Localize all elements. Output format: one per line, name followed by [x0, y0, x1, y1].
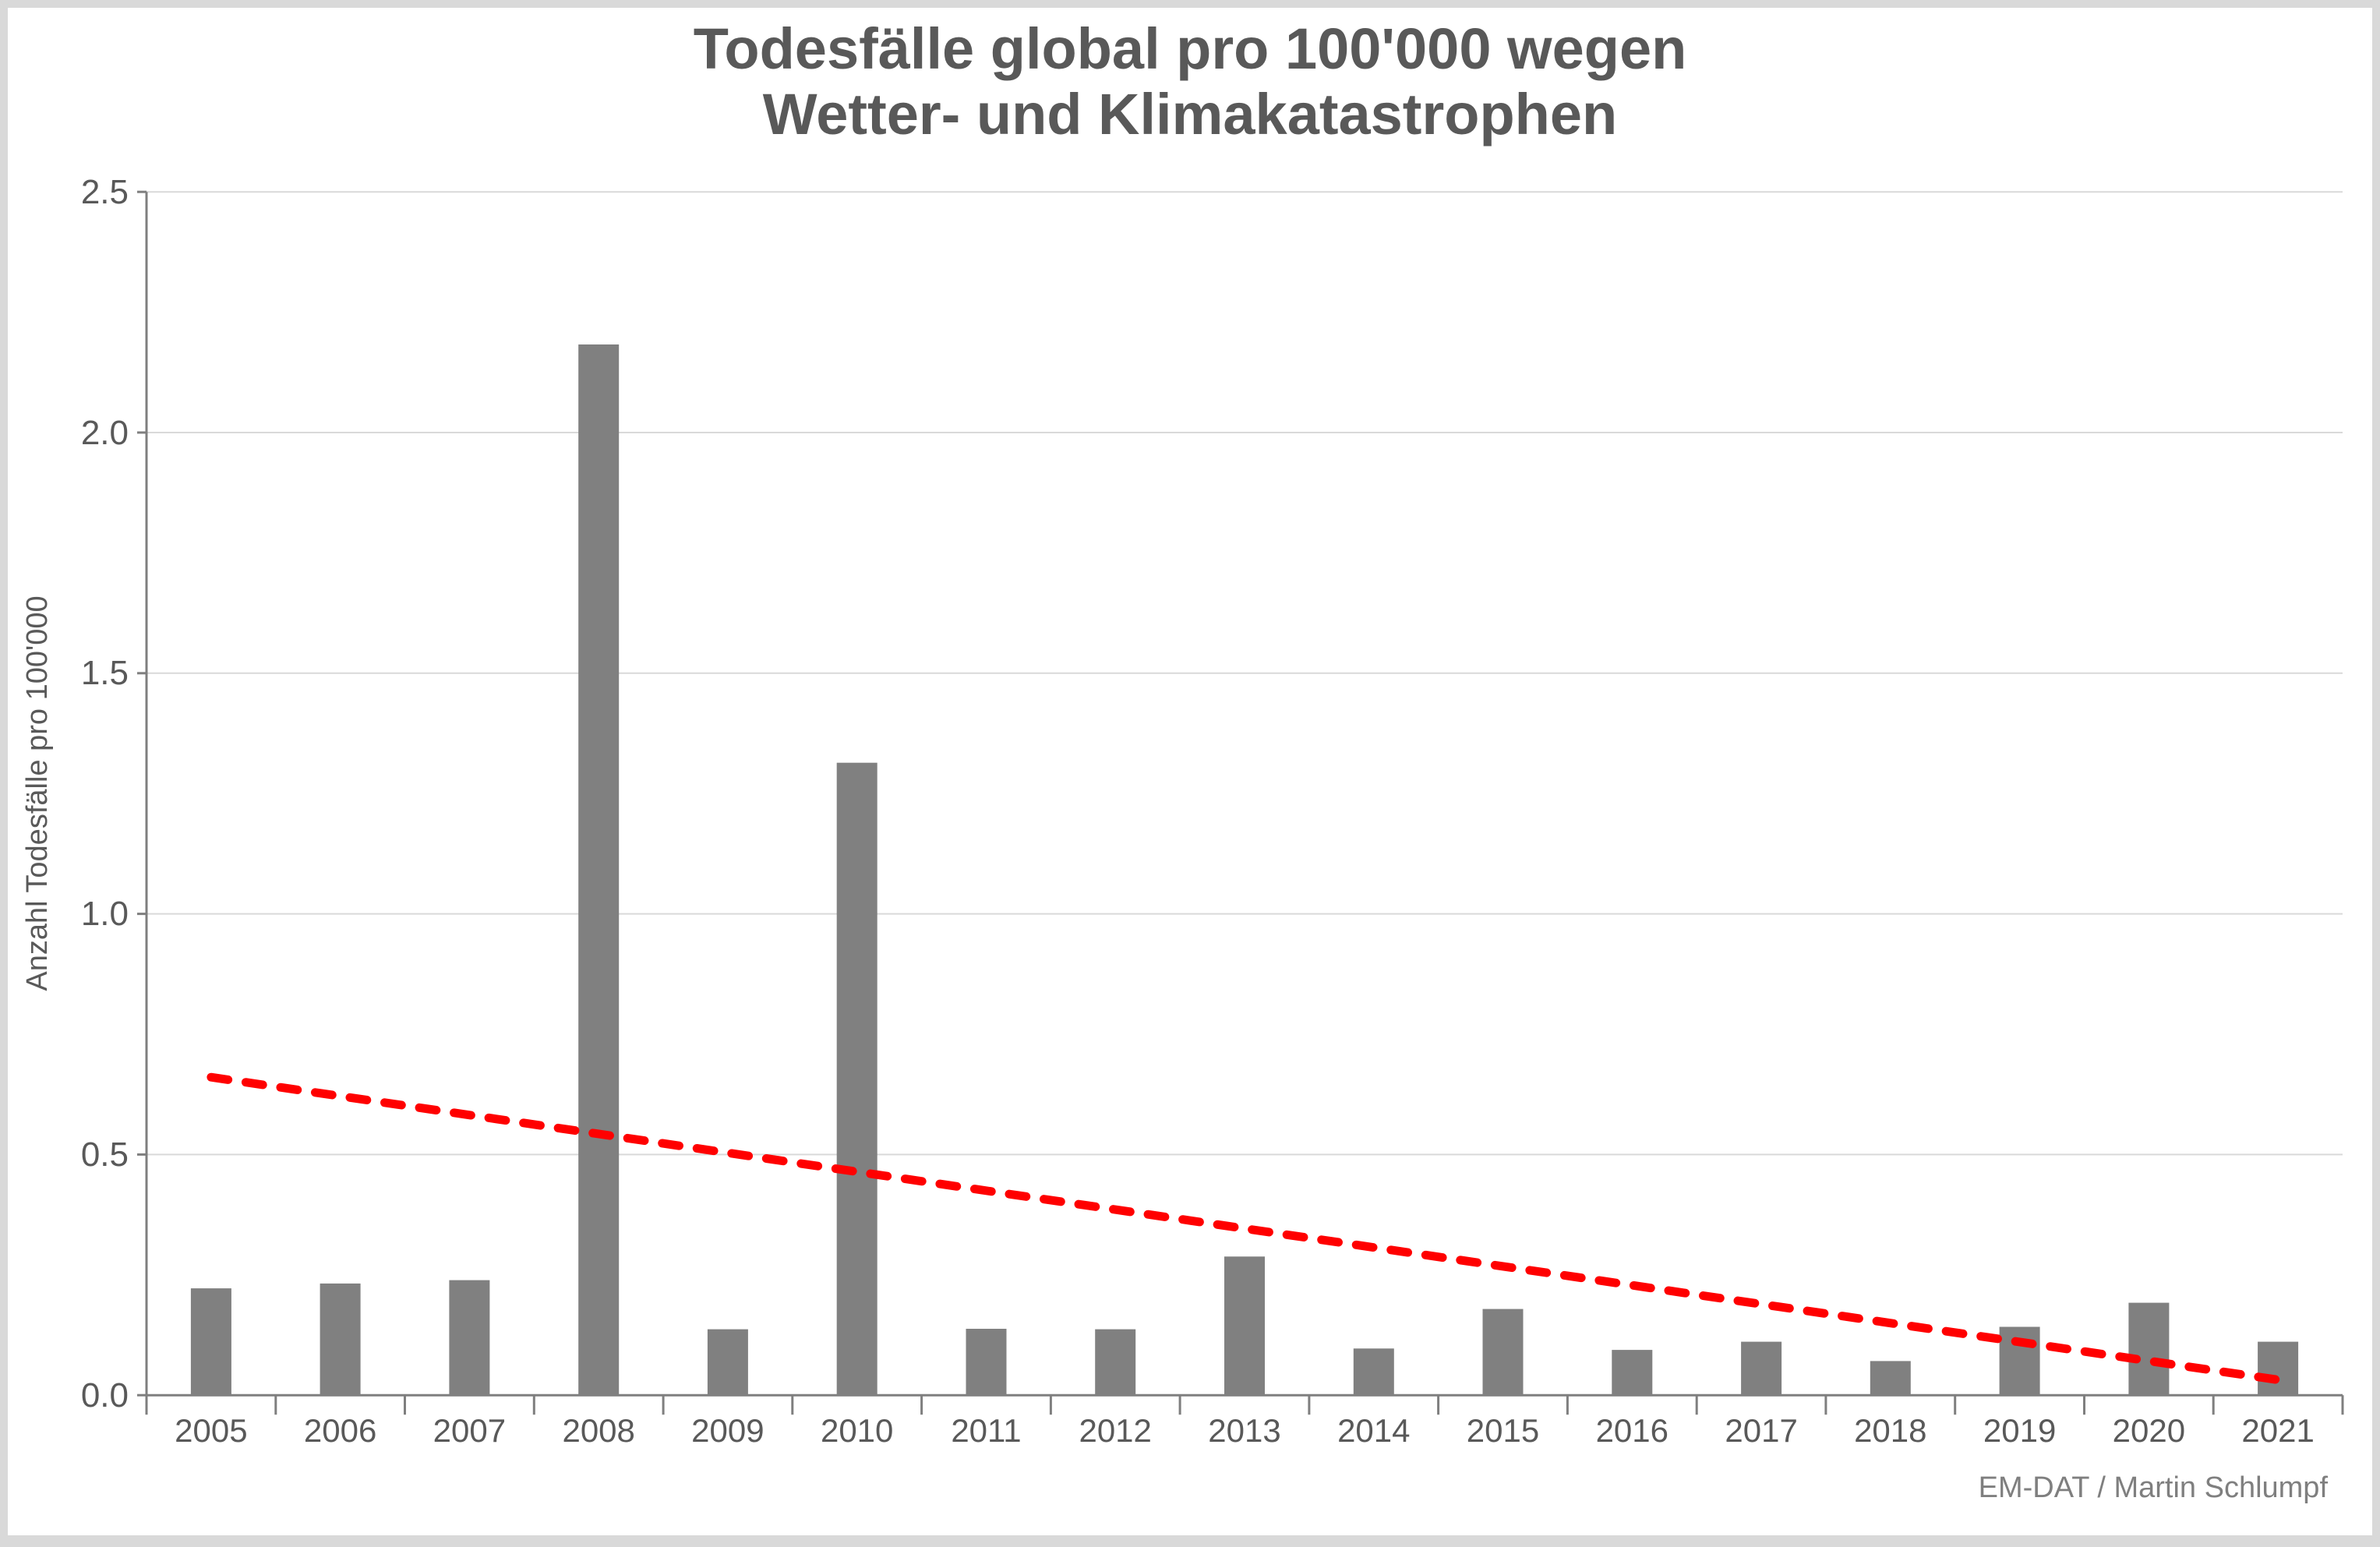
svg-text:2006: 2006	[304, 1412, 376, 1449]
svg-text:Todesfälle global pro 100'000: Todesfälle global pro 100'000 wegen	[694, 16, 1687, 81]
svg-text:2014: 2014	[1337, 1412, 1410, 1449]
svg-text:0.5: 0.5	[81, 1136, 129, 1174]
svg-text:1.5: 1.5	[81, 654, 129, 692]
svg-text:Anzahl Todesfälle pro 100'000: Anzahl Todesfälle pro 100'000	[21, 595, 54, 991]
svg-text:2005: 2005	[175, 1412, 247, 1449]
svg-text:EM-DAT / Martin Schlumpf: EM-DAT / Martin Schlumpf	[1979, 1471, 2329, 1504]
svg-text:2016: 2016	[1596, 1412, 1668, 1449]
svg-text:2015: 2015	[1467, 1412, 1539, 1449]
svg-text:2.5: 2.5	[81, 173, 129, 211]
svg-text:2008: 2008	[562, 1412, 634, 1449]
svg-text:2007: 2007	[433, 1412, 506, 1449]
svg-text:0.0: 0.0	[81, 1376, 129, 1415]
svg-text:2011: 2011	[951, 1412, 1021, 1449]
svg-text:2.0: 2.0	[81, 414, 129, 452]
svg-text:2018: 2018	[1854, 1412, 1926, 1449]
svg-text:2017: 2017	[1725, 1412, 1797, 1449]
svg-text:2019: 2019	[1983, 1412, 2056, 1449]
svg-text:2013: 2013	[1208, 1412, 1280, 1449]
svg-text:2009: 2009	[691, 1412, 764, 1449]
svg-text:1.0: 1.0	[81, 895, 129, 933]
svg-text:2020: 2020	[2113, 1412, 2185, 1449]
svg-text:Wetter- und Klimakatastrophen: Wetter- und Klimakatastrophen	[763, 82, 1617, 147]
svg-text:2010: 2010	[821, 1412, 893, 1449]
svg-text:2021: 2021	[2241, 1412, 2314, 1449]
svg-text:2012: 2012	[1079, 1412, 1151, 1449]
